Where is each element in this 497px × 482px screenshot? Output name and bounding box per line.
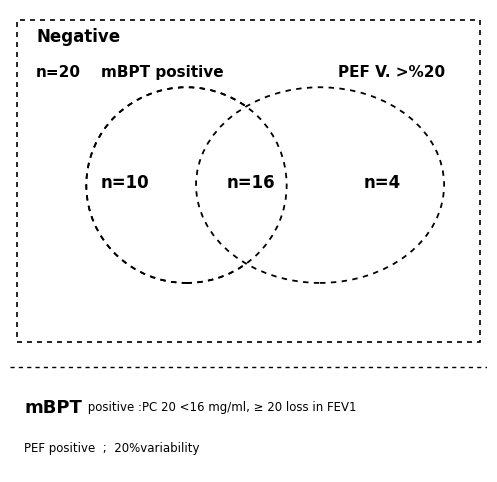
Text: mBPT: mBPT (24, 399, 82, 417)
Text: n=16: n=16 (227, 174, 275, 192)
Text: n=4: n=4 (363, 174, 401, 192)
Text: positive :PC 20 <16 mg/ml, ≥ 20 loss in FEV1: positive :PC 20 <16 mg/ml, ≥ 20 loss in … (84, 402, 356, 414)
Text: PEF V. >%20: PEF V. >%20 (338, 66, 445, 80)
Text: mBPT positive: mBPT positive (101, 66, 224, 80)
Ellipse shape (196, 87, 444, 283)
Ellipse shape (86, 87, 287, 283)
Text: Negative: Negative (36, 28, 120, 46)
Text: PEF positive  ;  20%variability: PEF positive ; 20%variability (24, 442, 200, 455)
Text: n=20: n=20 (36, 66, 81, 80)
Text: n=10: n=10 (100, 174, 149, 192)
